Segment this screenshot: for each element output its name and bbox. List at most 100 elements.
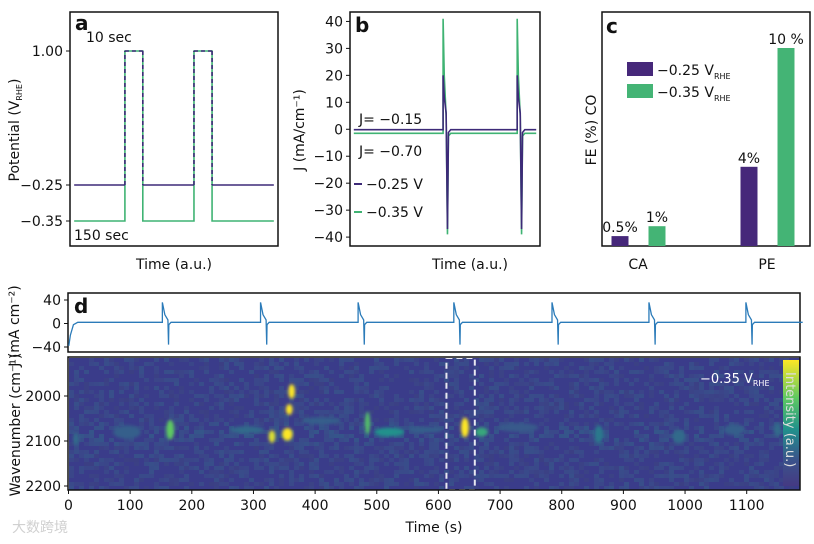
heatmap-cell [679,458,684,462]
heatmap-cell [579,474,584,478]
heatmap-cell [159,478,164,482]
heatmap-cell [564,366,569,370]
heatmap-cell [504,366,509,370]
heatmap-cell [269,426,274,430]
heatmap-cell [729,386,734,390]
heatmap-cell [304,426,309,430]
heatmap-cell [299,478,304,482]
heatmap-cell [299,378,304,382]
heatmap-cell [699,366,704,370]
heatmap-cell [259,362,264,366]
heatmap-cell [299,450,304,454]
heatmap-cell [294,366,299,370]
heatmap-cell [699,482,704,486]
heatmap-cell [714,370,719,374]
heatmap-cell [164,442,169,446]
heatmap-cell [279,418,284,422]
heatmap-cell [289,374,294,378]
heatmap-cell [309,442,314,446]
heatmap-cell [199,410,204,414]
heatmap-cell [304,358,309,362]
heatmap-cell [454,454,459,458]
heatmap-cell [149,466,154,470]
heatmap-cell [779,406,784,410]
heatmap-cell [264,458,269,462]
heatmap-cell [394,418,399,422]
heatmap-cell [524,450,529,454]
heatmap-cell [79,486,84,490]
heatmap-cell [159,378,164,382]
heatmap-cell [349,410,354,414]
heatmap-cell [654,486,659,490]
heatmap-cell [769,470,774,474]
heatmap-cell [419,398,424,402]
heatmap-cell [229,402,234,406]
heatmap-cell [249,390,254,394]
heatmap-cell [319,478,324,482]
heatmap-cell [439,398,444,402]
heatmap-cell [299,370,304,374]
heatmap-cell [599,382,604,386]
heatmap-cell [554,446,559,450]
heatmap-cell [549,402,554,406]
heatmap-cell [614,466,619,470]
heatmap-cell [729,398,734,402]
heatmap-cell [114,470,119,474]
category-label: CA [628,257,648,273]
heatmap-cell [549,382,554,386]
heatmap-cell [119,386,124,390]
y-tick-label: −0.35 [20,214,63,230]
heatmap-cell [674,390,679,394]
heatmap-cell [359,390,364,394]
heatmap-cell [274,410,279,414]
heatmap-cell [229,418,234,422]
heatmap-cell [589,358,594,362]
heatmap-cell [219,478,224,482]
heatmap-cell [459,402,464,406]
heatmap-cell [494,386,499,390]
heatmap-cell [509,434,514,438]
heatmap-cell [409,446,414,450]
heatmap-cell [589,362,594,366]
heatmap-cell [749,402,754,406]
heatmap-cell [259,366,264,370]
heatmap-cell [269,402,274,406]
heatmap-cell [684,478,689,482]
heatmap-cell [544,474,549,478]
heatmap-cell [219,474,224,478]
heatmap-cell [184,486,189,490]
heatmap-cell [169,394,174,398]
heatmap-cell [314,430,319,434]
heatmap-cell [639,458,644,462]
heatmap-cell [684,450,689,454]
heatmap-cell [394,422,399,426]
heatmap-cell [119,462,124,466]
heatmap-cell [164,414,169,418]
heatmap-cell [179,390,184,394]
heatmap-cell [109,426,114,430]
heatmap-cell [664,398,669,402]
heatmap-cell [409,358,414,362]
heatmap-cell [479,394,484,398]
heatmap-cell [294,410,299,414]
heatmap-cell [89,438,94,442]
heatmap-cell [204,366,209,370]
heatmap-cell [219,378,224,382]
heatmap-cell [274,402,279,406]
heatmap-cell [564,374,569,378]
heatmap-cell [614,442,619,446]
heatmap-cell [164,394,169,398]
heatmap-cell [409,454,414,458]
heatmap-cell [469,446,474,450]
heatmap-cell [579,426,584,430]
heatmap-cell [229,450,234,454]
heatmap-cell [94,382,99,386]
heatmap-cell [399,434,404,438]
heatmap-cell [494,470,499,474]
heatmap-cell [469,442,474,446]
heatmap-cell [504,446,509,450]
heatmap-cell [759,430,764,434]
heatmap-cell [154,386,159,390]
heatmap-cell [199,366,204,370]
heatmap-cell [429,370,434,374]
